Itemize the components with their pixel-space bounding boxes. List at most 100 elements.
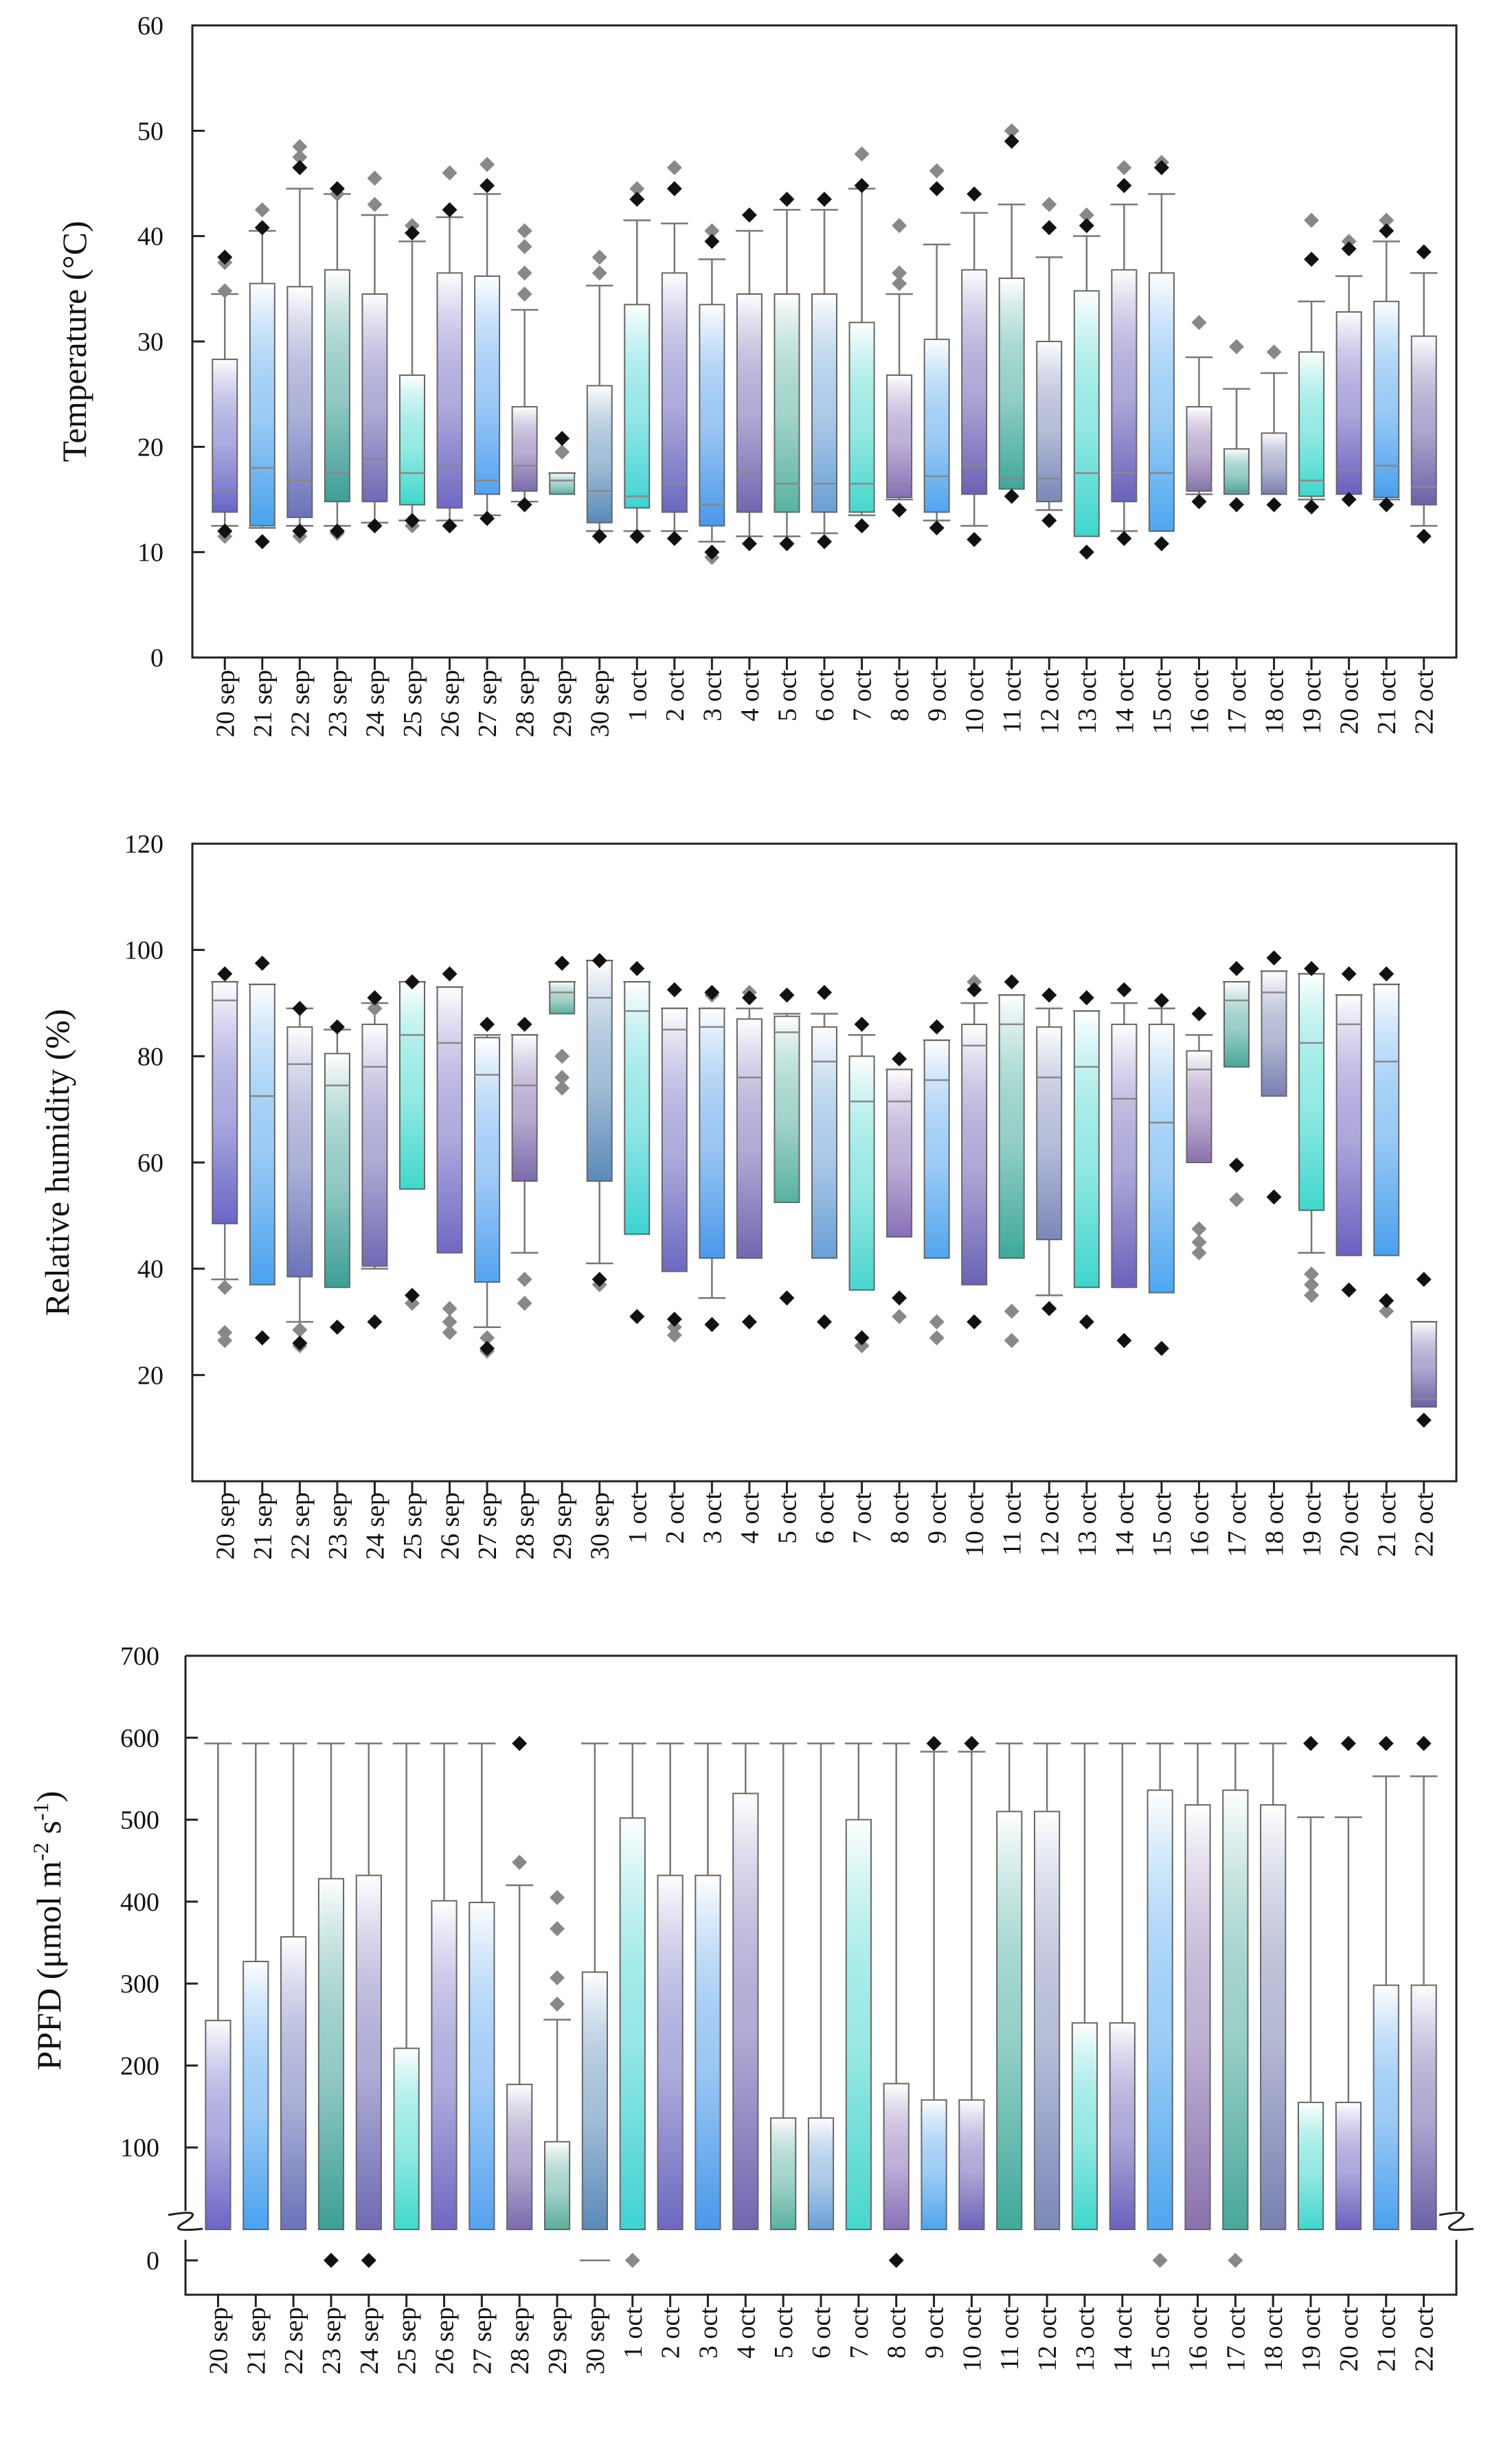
y-tick-label: 60	[137, 1149, 163, 1178]
outlier-light	[929, 1314, 945, 1329]
x-tick-label: 30 sep	[586, 670, 615, 737]
x-tick-label: 30 sep	[581, 2307, 610, 2374]
box-body	[699, 304, 725, 527]
ppfd-chart: 0 100 200 300 400 500 600 700 20 sep 21 sep 22 se…	[28, 1642, 1474, 2374]
box-4-oct	[736, 207, 763, 552]
outlier-light	[217, 1325, 233, 1340]
outlier-light	[1304, 1277, 1320, 1292]
outlier-light	[554, 1048, 570, 1064]
y-tick-label: 120	[124, 830, 163, 859]
box-6-oct	[811, 985, 838, 1329]
outlier-dark	[817, 985, 832, 1000]
x-tick-label: 30 sep	[586, 1492, 615, 1560]
outlier-light	[517, 223, 532, 238]
x-tick-label: 19 oct	[1298, 670, 1327, 734]
box-body	[1410, 1321, 1437, 1408]
box-body	[1071, 2022, 1098, 2230]
x-tick-label: 5 oct	[773, 670, 802, 721]
outlier-dark	[779, 192, 795, 207]
outlier-dark	[704, 1316, 720, 1332]
outlier-dark	[629, 960, 645, 976]
box-body	[399, 374, 425, 506]
box-20-oct	[1335, 234, 1363, 507]
box-body	[436, 272, 463, 509]
x-tick-label: 20 oct	[1335, 1492, 1364, 1557]
box-11-oct	[997, 123, 1026, 504]
outlier-light	[1191, 1221, 1207, 1237]
x-tick-label: 15 oct	[1148, 1492, 1177, 1557]
box-29-sep	[548, 431, 576, 495]
outlier-light	[442, 165, 458, 181]
box-body	[961, 269, 988, 495]
box-body	[212, 981, 238, 1224]
outlier-light	[442, 1314, 458, 1329]
box-12-oct	[1035, 196, 1063, 528]
box-24-sep	[361, 170, 389, 534]
outlier-light	[1304, 1288, 1320, 1303]
box-body	[848, 322, 875, 513]
x-tick-label: 14 oct	[1110, 1492, 1139, 1557]
outlier-light	[254, 202, 270, 218]
outlier-light	[1079, 207, 1094, 223]
outlier-light	[1229, 1192, 1244, 1208]
x-tick-label: 17 oct	[1223, 1492, 1252, 1557]
box-8-oct	[885, 1051, 913, 1325]
box-body	[807, 2117, 835, 2231]
box-body	[1148, 272, 1175, 532]
box-body	[845, 1819, 872, 2231]
box-body	[770, 2117, 797, 2231]
box-15-oct	[1148, 155, 1175, 552]
x-tick-label: 29 sep	[548, 1492, 577, 1560]
x-tick-label: 26 sep	[436, 670, 465, 737]
outlier-dark	[817, 1314, 832, 1329]
outlier-light	[554, 1070, 570, 1086]
outlier-dark	[892, 1290, 907, 1306]
box-27-sep	[473, 1016, 501, 1359]
box-21-sep	[242, 1742, 270, 2231]
outlier-light	[1004, 1303, 1019, 1319]
x-tick-label: 17 oct	[1221, 2307, 1250, 2372]
outlier-dark	[405, 513, 420, 528]
outlier-dark	[929, 1019, 945, 1035]
x-tick-label: 2 oct	[661, 1492, 690, 1544]
box-1-oct	[623, 181, 651, 544]
outlier-light	[666, 1327, 682, 1343]
x-tick-label: 9 oct	[923, 1492, 952, 1544]
x-tick-label: 24 sep	[361, 670, 390, 737]
box-body	[1373, 300, 1400, 498]
outlier-light	[1304, 1266, 1320, 1282]
outlier-light	[405, 1295, 420, 1311]
box-body	[586, 960, 613, 1182]
ppfd-y-axis-label: PPFD (μmol m-2 s-1)	[28, 1791, 68, 2071]
outlier-light	[554, 445, 570, 460]
box-body	[811, 1026, 837, 1259]
box-19-oct	[1298, 960, 1325, 1303]
outlier-light	[591, 265, 607, 281]
outlier-dark	[1341, 492, 1357, 507]
outlier-dark	[854, 518, 870, 534]
outlier-dark	[704, 544, 720, 560]
box-22-oct	[1410, 1735, 1438, 2230]
x-tick-label: 16 oct	[1184, 2307, 1212, 2372]
box-body	[811, 293, 837, 513]
outlier-light	[217, 1279, 233, 1295]
outlier-dark	[741, 990, 757, 1006]
outlier-light	[1379, 1303, 1395, 1319]
x-tick-label: 3 oct	[694, 2307, 723, 2359]
outlier-light	[892, 265, 907, 281]
outlier-light	[1191, 315, 1207, 330]
y-tick-label: 50	[137, 117, 163, 146]
box-18-oct	[1259, 1742, 1287, 2231]
x-tick-label: 6 oct	[807, 2307, 836, 2359]
outlier-dark	[666, 181, 682, 196]
x-tick-label: 22 oct	[1410, 670, 1439, 734]
outlier-dark	[629, 528, 645, 544]
outlier-light	[292, 149, 308, 165]
box-body	[249, 282, 275, 527]
outlier-light	[1152, 2253, 1168, 2268]
outlier-light	[629, 181, 645, 196]
outlier-dark	[817, 192, 832, 207]
outlier-dark	[967, 532, 982, 548]
box-16-oct	[1184, 1742, 1212, 2231]
